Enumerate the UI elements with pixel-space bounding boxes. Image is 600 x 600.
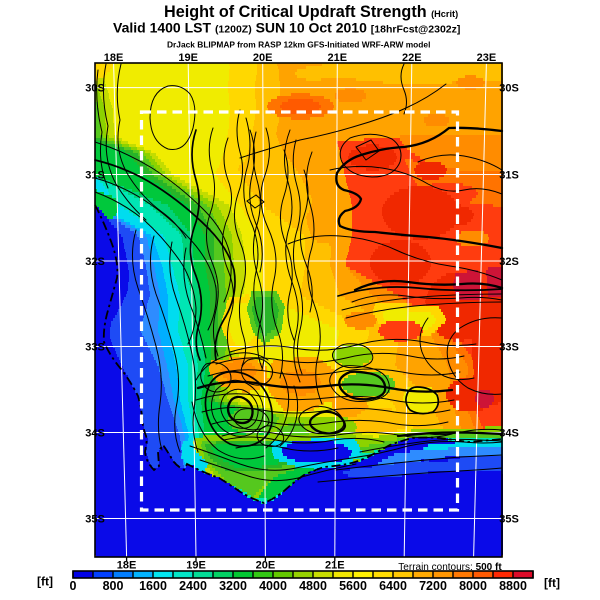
svg-text:8000: 8000 (459, 579, 487, 593)
svg-text:31S: 31S (499, 170, 519, 182)
svg-text:19E: 19E (178, 52, 198, 64)
svg-text:3200: 3200 (219, 579, 247, 593)
svg-text:DrJack BLIPMAP from RASP 12km: DrJack BLIPMAP from RASP 12km GFS-Initia… (167, 40, 430, 50)
svg-text:800: 800 (103, 579, 124, 593)
svg-text:18E: 18E (117, 560, 137, 572)
svg-text:21E: 21E (328, 52, 348, 64)
svg-text:33S: 33S (499, 342, 519, 354)
svg-text:35S: 35S (85, 514, 105, 526)
svg-text:22E: 22E (402, 52, 422, 64)
svg-text:4800: 4800 (299, 579, 327, 593)
svg-text:19E: 19E (186, 560, 206, 572)
svg-text:30S: 30S (85, 83, 105, 95)
svg-text:4000: 4000 (259, 579, 287, 593)
svg-text:35S: 35S (499, 514, 519, 526)
svg-text:31S: 31S (85, 170, 105, 182)
svg-text:[ft]: [ft] (544, 576, 560, 590)
svg-text:5600: 5600 (339, 579, 367, 593)
svg-text:0: 0 (70, 579, 77, 593)
svg-text:Height of Critical Updraft Str: Height of Critical Updraft Strength (Hcr… (164, 3, 458, 21)
svg-text:1600: 1600 (139, 579, 167, 593)
svg-text:[ft]: [ft] (37, 575, 53, 589)
svg-text:Valid 1400 LST (1200Z) SUN 10: Valid 1400 LST (1200Z) SUN 10 Oct 2010 [… (113, 20, 460, 36)
svg-text:21E: 21E (325, 560, 345, 572)
svg-text:Terrain contours: 500 ft: Terrain contours: 500 ft (398, 562, 502, 573)
svg-text:23E: 23E (477, 52, 497, 64)
svg-text:30S: 30S (499, 83, 519, 95)
svg-text:20E: 20E (253, 52, 273, 64)
svg-text:32S: 32S (499, 256, 519, 268)
svg-text:6400: 6400 (379, 579, 407, 593)
svg-text:34S: 34S (85, 428, 105, 440)
svg-text:20E: 20E (256, 560, 276, 572)
svg-text:8800: 8800 (499, 579, 527, 593)
svg-text:7200: 7200 (419, 579, 447, 593)
svg-text:2400: 2400 (179, 579, 207, 593)
svg-text:32S: 32S (85, 256, 105, 268)
svg-text:18E: 18E (104, 52, 124, 64)
svg-text:33S: 33S (85, 342, 105, 354)
svg-text:34S: 34S (499, 428, 519, 440)
